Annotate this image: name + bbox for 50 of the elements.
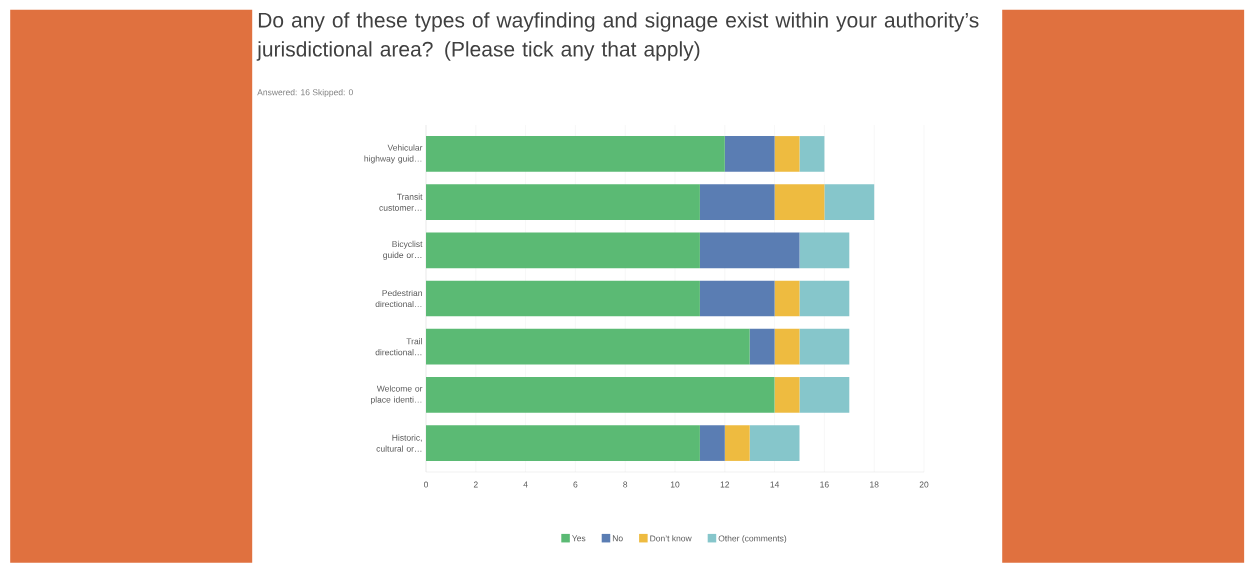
bar [426,328,750,365]
bar [699,280,775,317]
bar [426,280,700,317]
bar [799,232,850,269]
x-tick-label: 8 [623,481,628,488]
bar [774,136,800,172]
y-tick-label: Welcome or place identi… [371,385,423,405]
x-tick-label: 18 [870,481,879,488]
bar [724,425,750,461]
bar [774,280,800,317]
bar [774,184,825,220]
bar [824,184,875,220]
chart-title: Do any of these types of wayfinding and signage exist within your authority’s jurisdictional area? (Please tick any that apply) [256,12,979,61]
bar [426,136,725,172]
x-tick-label: 10 [670,481,680,488]
legend-label: Don’t know [650,535,692,542]
y-tick-label: Pedestrian directional… [375,289,422,308]
x-tick-label: 20 [919,481,929,488]
x-tick-label: 6 [573,481,578,488]
y-tick-label: Trail directional… [375,338,422,356]
bar [426,232,700,269]
bar [749,328,775,365]
bar [799,280,850,317]
bar [426,184,700,220]
text: Answered: 16 Skipped: 0 [257,89,353,97]
y-tick-label: Bicyclist guide or… [383,240,423,260]
bar [426,377,775,413]
x-tick-label: 0 [423,481,429,488]
y-tick-label: Historic, cultural or… [376,434,422,452]
y-tick-label: Vehicular highway guid… [364,144,423,164]
bar [699,425,725,461]
bar [699,232,800,269]
bar [799,136,825,172]
bar [774,328,800,365]
bar [724,136,775,172]
x-tick-label: 14 [770,481,780,488]
bar [799,377,850,413]
x-tick-label: 16 [820,481,829,488]
bar [774,377,800,413]
bar [749,425,800,461]
bar [426,425,700,461]
x-tick-label: 12 [720,481,730,488]
bar [799,328,850,365]
legend-label: No [612,535,623,542]
bar [699,184,775,220]
legend-label: Yes [572,535,586,542]
legend-label: Other (comments) [718,535,787,544]
x-tick-label: 4 [523,481,528,488]
y-tick-label: Transit customer… [379,193,423,211]
x-tick-label: 2 [473,481,478,488]
